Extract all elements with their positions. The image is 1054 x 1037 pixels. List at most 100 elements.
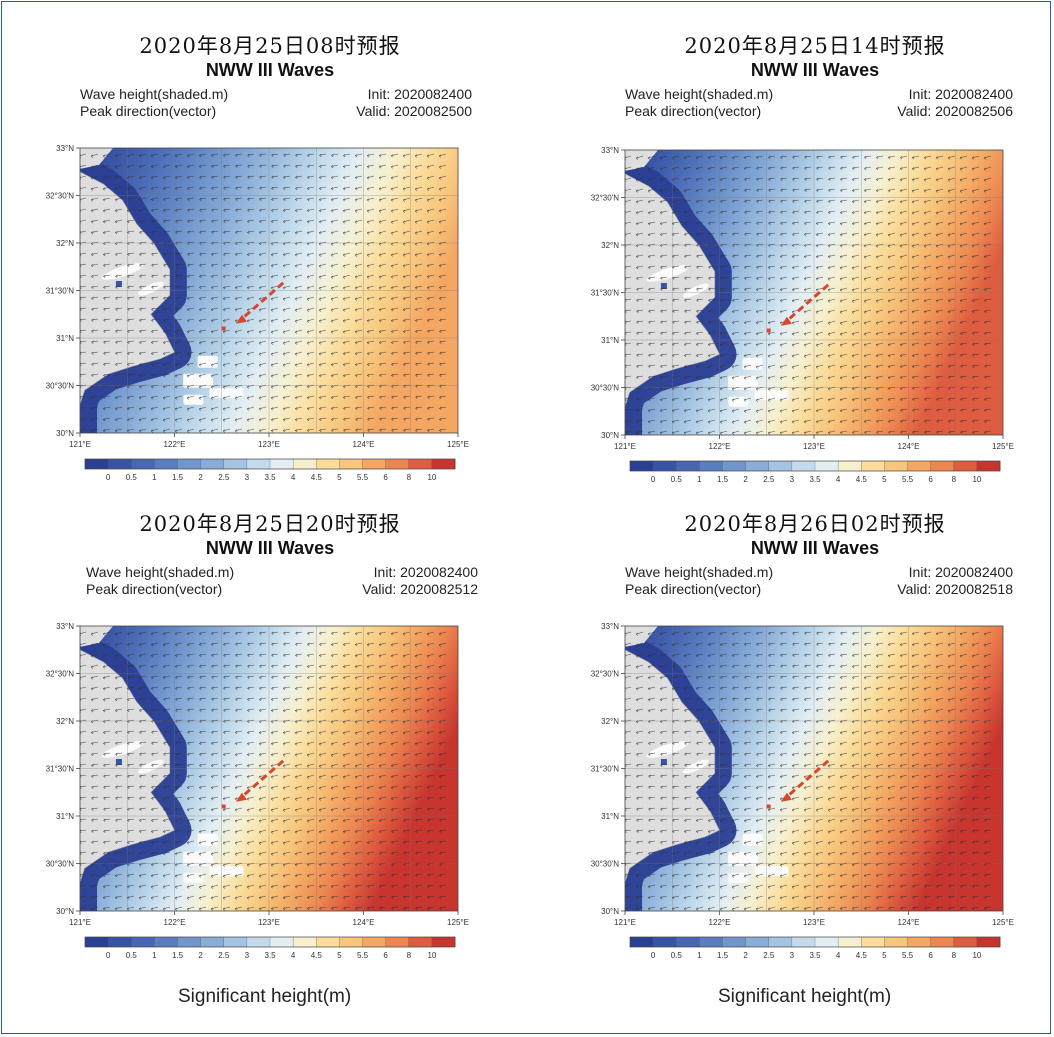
x-tick-label: 121°E — [614, 442, 636, 451]
colorbar-swatch — [316, 936, 340, 948]
colorbar-swatch — [223, 458, 248, 470]
y-tick-label: 31°30'N — [46, 287, 75, 296]
site-marker — [766, 804, 771, 809]
site-marker — [221, 326, 226, 331]
init-time: Init: 2020082400 — [908, 564, 1013, 580]
panel-title: NWW III Waves — [205, 538, 335, 558]
panel-title: NWW III Waves — [750, 538, 880, 558]
colorbar-swatch — [699, 460, 723, 472]
y-tick-label: 30°30'N — [46, 860, 75, 869]
x-tick-label: 121°E — [69, 918, 91, 927]
colorbar-swatch — [408, 458, 433, 470]
y-tick-label: 31°N — [56, 334, 74, 343]
colorbar-tick-label: 10 — [427, 473, 436, 482]
colorbar-swatch — [791, 460, 816, 472]
subtitle-line: Peak direction(vector) — [80, 103, 217, 119]
colorbar-tick-label: 3 — [790, 951, 795, 960]
map-grid — [80, 626, 458, 911]
colorbar-swatch — [316, 458, 340, 470]
land-mass — [80, 626, 114, 647]
colorbar-swatch — [814, 460, 839, 472]
colorbar-swatch — [884, 460, 908, 472]
y-tick-label: 33°N — [56, 622, 74, 631]
x-tick-label: 122°E — [709, 918, 731, 927]
panel-subtitle-left: Wave height(shaded.m) Peak direction(vec… — [625, 86, 773, 120]
estuary-island — [646, 265, 689, 282]
colorbar-swatch — [722, 936, 747, 948]
colorbar-tick-label: 6 — [928, 951, 933, 960]
colorbar-tick-label: 4.5 — [856, 951, 868, 960]
colorbar-tick-label: 0.5 — [126, 473, 138, 482]
y-tick-label: 30°30'N — [591, 384, 620, 393]
site-marker — [221, 804, 226, 809]
colorbar-swatch — [629, 460, 654, 472]
colorbar-tick-label: 6 — [928, 475, 933, 484]
colorbar-tick-label: 0.5 — [126, 951, 138, 960]
colorbar-swatch — [722, 460, 747, 472]
y-tick-label: 31°N — [601, 336, 619, 345]
colorbar-swatch — [362, 936, 387, 948]
init-time: Init: 2020082400 — [908, 86, 1013, 102]
colorbar-tick-label: 4 — [291, 473, 296, 482]
colorbar-swatch — [930, 460, 955, 472]
valid-time: Valid: 2020082506 — [897, 103, 1013, 119]
colorbar-tick-label: 4 — [836, 951, 841, 960]
wave-map: 121°E 122°E 123°E 124°E 125°E 33°N 32°30'N 32°N… — [46, 144, 469, 482]
panel-title: NWW III Waves — [205, 60, 335, 80]
x-tick-label: 121°E — [614, 918, 636, 927]
estuary-island — [138, 759, 164, 774]
arrow-head — [780, 316, 792, 326]
colorbar-swatch — [177, 936, 202, 948]
colorbar-swatch — [837, 936, 862, 948]
colorbar-tick-label: 5.5 — [902, 951, 914, 960]
x-tick-label: 124°E — [353, 440, 375, 449]
island — [183, 373, 214, 388]
estuary-island — [101, 741, 144, 758]
colorbar-tick-label: 5.5 — [357, 951, 369, 960]
colorbar-swatch — [861, 460, 885, 472]
colorbar-swatch — [84, 458, 109, 470]
y-tick-label: 32°30'N — [591, 670, 620, 679]
estuary-water — [115, 281, 122, 287]
colorbar-swatch — [385, 458, 410, 470]
island — [728, 375, 759, 390]
colorbar-tick-label: 1 — [152, 951, 157, 960]
subtitle-line: Peak direction(vector) — [625, 581, 762, 597]
red-dashed-arrow — [240, 281, 285, 320]
colorbar-tick-label: 2.5 — [218, 473, 230, 482]
panel-subtitle-left: Wave height(shaded.m) Peak direction(vec… — [86, 564, 234, 598]
subtitle-line: Wave height(shaded.m) — [625, 86, 774, 102]
peak-direction-vectors — [80, 631, 447, 911]
colorbar-tick-label: 1.5 — [172, 473, 184, 482]
colorbar-tick-label: 8 — [407, 951, 412, 960]
colorbar-tick-label: 0 — [651, 475, 656, 484]
init-time: Init: 2020082400 — [373, 564, 478, 580]
colorbar-swatch — [745, 936, 770, 948]
colorbar-tick-label: 3.5 — [809, 951, 821, 960]
y-tick-label: 32°N — [56, 239, 74, 248]
y-tick-label: 33°N — [601, 622, 619, 631]
wave-map: 121°E 122°E 123°E 124°E 125°E 33°N 32°30'N 32°N… — [591, 622, 1014, 960]
forecast-panel-4: 2020年8月26日02时预报 NWW III Waves Wave heigh… — [555, 508, 1054, 978]
arrow-head — [235, 314, 247, 324]
colorbar-swatch — [339, 936, 363, 948]
colorbar-tick-label: 0.5 — [671, 475, 683, 484]
arrow-head — [780, 792, 792, 802]
colorbar-swatch — [431, 936, 456, 948]
colorbar-tick-label: 5.5 — [357, 473, 369, 482]
colorbar-swatch — [177, 458, 202, 470]
estuary-water — [115, 759, 122, 765]
y-tick-label: 32°N — [56, 717, 74, 726]
island — [754, 866, 789, 877]
colorbar-swatch — [385, 936, 410, 948]
estuary-island — [138, 281, 164, 296]
map-grid — [625, 150, 1003, 435]
colorbar-tick-label: 4.5 — [856, 475, 868, 484]
x-tick-label: 122°E — [164, 918, 186, 927]
colorbar-frame — [84, 936, 456, 948]
map-grid — [625, 626, 1003, 911]
y-tick-label: 31°30'N — [591, 765, 620, 774]
colorbar-swatch — [953, 460, 978, 472]
y-tick-label: 30°N — [56, 907, 74, 916]
colorbar-tick-label: 8 — [407, 473, 412, 482]
